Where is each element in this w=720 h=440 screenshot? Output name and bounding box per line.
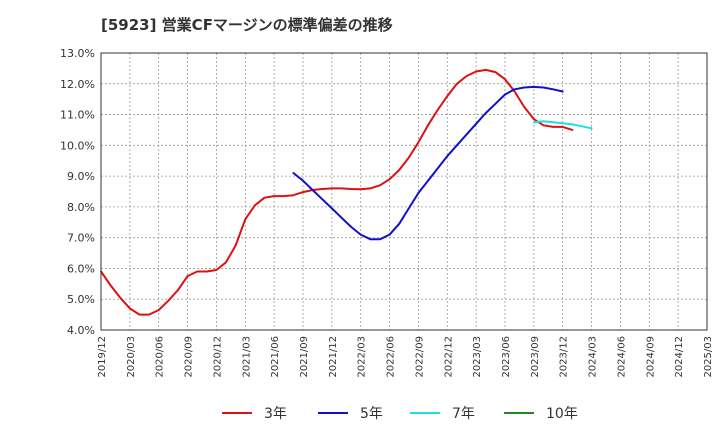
legend-label: 5年	[360, 406, 383, 422]
x-tick-label: 2021/06	[270, 336, 281, 378]
x-tick-label: 2020/06	[155, 336, 166, 378]
grid	[101, 53, 707, 330]
y-tick-label: 6.0%	[67, 262, 95, 275]
x-tick-label: 2023/06	[501, 336, 512, 378]
y-tick-label: 8.0%	[67, 201, 95, 214]
x-tick-label: 2023/09	[530, 336, 541, 378]
y-tick-label: 12.0%	[60, 78, 95, 91]
series-line	[292, 85, 564, 241]
x-tick-label: 2019/12	[97, 336, 108, 378]
chart-title: [5923] 営業CFマージンの標準偏差の推移	[101, 16, 393, 34]
y-axis: 4.0% 5.0% 6.0% 7.0% 8.0% 9.0% 10.0% 11.0% 12.0% 1…	[60, 47, 95, 337]
y-tick-label: 4.0%	[67, 324, 95, 337]
legend-label: 7年	[452, 406, 475, 422]
x-tick-label: 2020/09	[184, 336, 195, 378]
x-axis: 2019/12 2020/03 2020/06 2020/09 2020/12 2021/…	[97, 336, 714, 378]
x-tick-label: 2024/09	[645, 336, 656, 378]
x-tick-label: 2023/03	[472, 336, 483, 378]
series-line	[532, 120, 593, 130]
x-tick-label: 2024/06	[616, 336, 627, 378]
y-tick-label: 13.0%	[60, 47, 95, 60]
legend-label: 10年	[546, 406, 578, 422]
y-tick-label: 9.0%	[67, 170, 95, 183]
x-tick-label: 2023/12	[559, 336, 570, 378]
x-tick-label: 2022/12	[443, 336, 454, 378]
y-tick-label: 7.0%	[67, 232, 95, 245]
x-tick-label: 2021/09	[299, 336, 310, 378]
x-tick-label: 2021/03	[241, 336, 252, 378]
plot-frame	[100, 52, 708, 331]
y-tick-label: 11.0%	[60, 109, 95, 122]
x-tick-label: 2020/12	[212, 336, 223, 378]
x-tick-label: 2020/03	[126, 336, 137, 378]
x-tick-label: 2022/03	[357, 336, 368, 378]
legend-label: 3年	[264, 406, 287, 422]
y-tick-label: 5.0%	[67, 293, 95, 306]
x-tick-label: 2025/03	[703, 336, 714, 378]
x-tick-label: 2024/12	[674, 336, 685, 378]
x-tick-label: 2024/03	[588, 336, 599, 378]
y-tick-label: 10.0%	[60, 139, 95, 152]
x-tick-label: 2022/09	[414, 336, 425, 378]
series-lines	[100, 68, 593, 316]
x-tick-label: 2021/12	[328, 336, 339, 378]
legend: 3年 5年 7年 10年	[222, 406, 578, 422]
series-line	[100, 68, 574, 316]
x-tick-label: 2022/06	[386, 336, 397, 378]
